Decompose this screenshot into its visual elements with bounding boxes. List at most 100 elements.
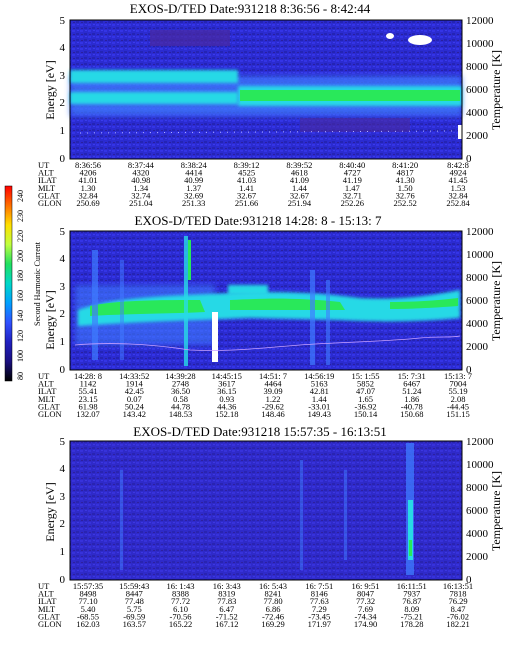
y-tick-label: 3: [60, 281, 66, 293]
y-tick-label: 2: [60, 518, 66, 530]
panel-2-plot: [69, 230, 463, 371]
ephemeris-row-label: ILAT: [38, 175, 57, 185]
panel-2-title: EXOS-D/TED Date:931218 14:28: 8 - 15:13:…: [135, 213, 382, 228]
ephemeris-value: 77.32: [356, 596, 375, 606]
ephemeris-value: 8:39:12: [234, 160, 260, 170]
ephemeris-value: 4525: [238, 168, 255, 178]
ephemeris-value: 32.67: [290, 190, 309, 200]
ephemeris-value: 41.45: [448, 175, 467, 185]
ephemeris-value: -72.46: [262, 611, 284, 621]
ephemeris-value: 6467: [403, 379, 420, 389]
ephemeris-value: 0.07: [127, 394, 142, 404]
ephemeris-row-label: GLON: [38, 198, 62, 208]
ephemeris-value: 77.72: [171, 596, 190, 606]
ephemeris-value: 252.84: [446, 198, 470, 208]
panel-2-streak: [184, 236, 188, 366]
panel-3-plot: [69, 440, 463, 581]
ephemeris-value: 251.66: [235, 198, 258, 208]
ephemeris-value: 1.22: [266, 394, 281, 404]
y2-tick-label: 4000: [466, 528, 489, 540]
ephemeris-value: 8:37:44: [128, 160, 155, 170]
ephemeris-value: 1.37: [186, 183, 201, 193]
ephemeris-value: 14:45:15: [212, 371, 242, 381]
ephemeris-value: -76.02: [447, 611, 469, 621]
ephemeris-value: 4464: [265, 379, 283, 389]
ephemeris-value: 1.53: [451, 183, 466, 193]
ephemeris-value: -75.21: [401, 611, 423, 621]
colorbar-label: Second Harmonic Current: [33, 241, 42, 326]
y2-tick-label: 0: [466, 574, 472, 586]
ephemeris-value: 41.30: [396, 175, 415, 185]
ephemeris-value: 4727: [344, 168, 361, 178]
panel-3-title: EXOS-D/TED Date:931218 15:57:35 - 16:13:…: [133, 424, 386, 439]
y-tick-label: 1: [60, 336, 66, 348]
ephemeris-value: 77.63: [310, 596, 329, 606]
y2-tick-label: 8000: [466, 61, 489, 73]
ephemeris-value: 8241: [265, 589, 282, 599]
ephemeris-value: 151.15: [446, 409, 469, 419]
panel-2-y2-axis: 0 2000 4000 6000 8000 10000 12000: [466, 226, 494, 376]
y-tick-label: 1: [60, 125, 66, 137]
ephemeris-value: 32.67: [237, 190, 256, 200]
panel-3-frame: [69, 440, 463, 581]
ephemeris-value: 169.29: [261, 619, 284, 629]
ephemeris-value: 44.78: [171, 401, 190, 411]
ephemeris-value: 148.53: [169, 409, 192, 419]
ephemeris-value: -73.45: [308, 611, 330, 621]
ephemeris-value: -36.92: [355, 401, 377, 411]
y2-tick-label: 2000: [466, 551, 489, 563]
ephemeris-value: 165.22: [169, 619, 192, 629]
ephemeris-value: 41.09: [290, 175, 309, 185]
y2-tick-label: 12000: [466, 436, 494, 448]
colorbar-tick-label: 120: [16, 330, 25, 342]
ephemeris-value: 8319: [218, 589, 235, 599]
ephemeris-value: 4320: [132, 168, 149, 178]
panel-3-streak: [300, 460, 303, 570]
colorbar-tick-label: 240: [16, 190, 25, 202]
ephemeris-value: 251.33: [182, 198, 205, 208]
y2-tick-label: 10000: [466, 459, 494, 471]
ephemeris-value: 32.84: [448, 190, 468, 200]
panel-1-y2-axis: 0 2000 4000 6000 8000 10000 12000: [466, 15, 494, 165]
ephemeris-value: 148.46: [261, 409, 284, 419]
ephemeris-value: 77.83: [217, 596, 236, 606]
colorbar-tick-label: 80: [16, 372, 25, 380]
ephemeris-value: 6.10: [173, 604, 188, 614]
ephemeris-value: 14:51: 7: [259, 371, 287, 381]
y-tick-label: 2: [60, 97, 66, 109]
colorbar-tick-label: 140: [16, 310, 25, 322]
ephemeris-value: 8447: [126, 589, 143, 599]
colorbar-tick-label: 220: [16, 230, 25, 242]
y2-tick-label: 6000: [466, 295, 489, 307]
ephemeris-value: -44.45: [447, 401, 469, 411]
ephemeris-value: 55.41: [78, 386, 97, 396]
ephemeris-value: 8:36:56: [75, 160, 101, 170]
ephemeris-value: 1.44: [292, 183, 308, 193]
ephemeris-value: 250.69: [76, 198, 99, 208]
panel-1-hotspot: [408, 35, 432, 45]
ephemeris-row-label: GLAT: [38, 190, 61, 200]
ephemeris-value: 5852: [357, 379, 374, 389]
ephemeris-value: 14:28: 8: [74, 371, 102, 381]
colorbar-tick-label: 230: [16, 210, 25, 222]
colorbar: 240 230 220 200 180 160 140 120 100 80 Second Har…: [4, 185, 42, 382]
ephemeris-value: 77.80: [263, 596, 282, 606]
ephemeris-row-label: MLT: [38, 604, 56, 614]
ephemeris-value: 47.07: [356, 386, 375, 396]
ephemeris-value: 251.94: [288, 198, 312, 208]
ephemeris-value: 171.97: [308, 619, 331, 629]
ephemeris-value: 42.45: [125, 386, 144, 396]
ephemeris-row-label: GLON: [38, 409, 62, 419]
panel-2: EXOS-D/TED Date:931218 14:28: 8 - 15:13:…: [38, 213, 503, 419]
ephemeris-row-label: ILAT: [38, 596, 57, 606]
ephemeris-value: 167.12: [215, 619, 238, 629]
ephemeris-value: 14:39:28: [165, 371, 195, 381]
panel-1-frame: [69, 19, 463, 160]
y-tick-label: 3: [60, 491, 66, 503]
ephemeris-value: 252.26: [341, 198, 364, 208]
colorbar-tick-label: 200: [16, 250, 25, 262]
ephemeris-value: -40.78: [401, 401, 423, 411]
ephemeris-value: 7.69: [358, 604, 373, 614]
ephemeris-value: 55.19: [448, 386, 467, 396]
y2-tick-label: 0: [466, 153, 472, 165]
